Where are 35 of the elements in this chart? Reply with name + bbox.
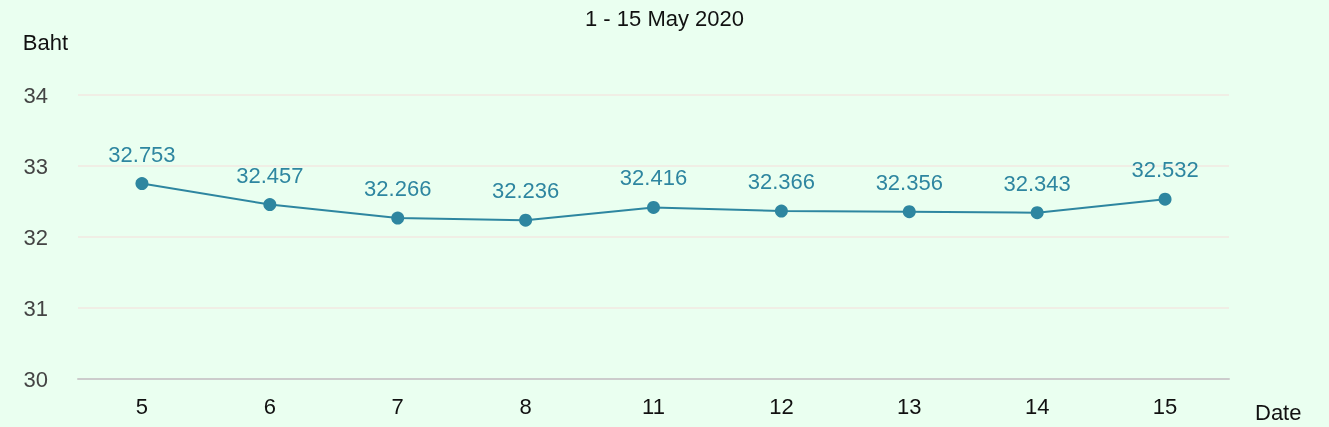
y-tick-label: 30	[23, 366, 48, 392]
y-axis-title: Baht	[22, 29, 68, 55]
x-tick-label: 11	[642, 393, 665, 419]
point	[647, 200, 660, 214]
x-tick-label: 7	[391, 393, 404, 419]
point	[519, 213, 533, 227]
x-tick-label: 5	[135, 393, 149, 419]
data-label: 32.366	[747, 169, 816, 195]
data-label: 32.236	[491, 178, 560, 204]
point	[135, 177, 149, 191]
point	[902, 205, 916, 219]
point	[263, 198, 277, 212]
data-label: 32.753	[108, 141, 176, 167]
data-label: 32.532	[1131, 157, 1199, 183]
x-axis-title: Date	[1255, 399, 1302, 425]
x-tick-label: 6	[263, 393, 276, 419]
y-tick-label: 34	[23, 82, 48, 108]
data-label: 32.266	[364, 176, 432, 202]
y-tick-label: 31	[23, 295, 48, 321]
data-label: 32.416	[619, 165, 688, 191]
y-tick-label: 32	[23, 224, 48, 250]
data-label: 32.356	[875, 169, 943, 195]
point	[774, 204, 788, 218]
point	[391, 211, 405, 225]
point	[1030, 206, 1044, 220]
data-label: 32.457	[236, 162, 304, 188]
x-tick-label: 8	[519, 393, 532, 419]
point	[1158, 192, 1172, 206]
data-label: 32.343	[1003, 170, 1071, 196]
y-tick-label: 33	[23, 153, 48, 179]
x-tick-label: 12	[769, 393, 794, 419]
x-tick-label: 13	[897, 393, 922, 419]
x-tick-label: 14	[1024, 393, 1050, 419]
x-tick-label: 15	[1152, 393, 1178, 419]
chart-title: 1 - 15 May 2020	[585, 5, 744, 31]
